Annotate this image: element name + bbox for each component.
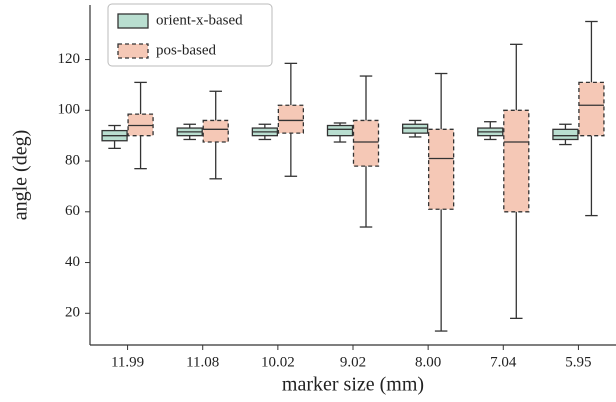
- x-tick-label: 9.02: [340, 354, 366, 370]
- box: [352, 119, 380, 167]
- x-tick-label: 10.02: [261, 354, 295, 370]
- legend-label: pos-based: [156, 42, 216, 58]
- x-tick-label: 7.04: [490, 354, 517, 370]
- legend-swatch: [117, 13, 149, 29]
- x-tick-label: 11.99: [111, 354, 144, 370]
- box: [503, 109, 530, 213]
- box: [202, 119, 229, 143]
- y-tick-label: 20: [65, 305, 80, 321]
- legend-label: orient-x-based: [156, 12, 243, 28]
- box: [277, 104, 305, 134]
- x-axis-label: marker size (mm): [282, 374, 424, 396]
- y-tick-label: 100: [58, 102, 81, 118]
- y-axis-label: angle (deg): [10, 130, 32, 221]
- y-tick-label: 120: [58, 51, 81, 67]
- legend-swatch: [117, 43, 149, 59]
- box: [578, 81, 605, 137]
- x-tick-label: 11.08: [186, 354, 219, 370]
- x-tick-label: 5.95: [565, 354, 591, 370]
- box: [427, 128, 455, 210]
- box: [326, 124, 354, 137]
- x-tick-label: 8.00: [415, 354, 441, 370]
- y-tick-label: 40: [65, 254, 80, 270]
- box: [552, 128, 579, 141]
- legend-box: [107, 3, 273, 67]
- y-tick-label: 80: [65, 152, 80, 168]
- y-tick-label: 60: [65, 203, 80, 219]
